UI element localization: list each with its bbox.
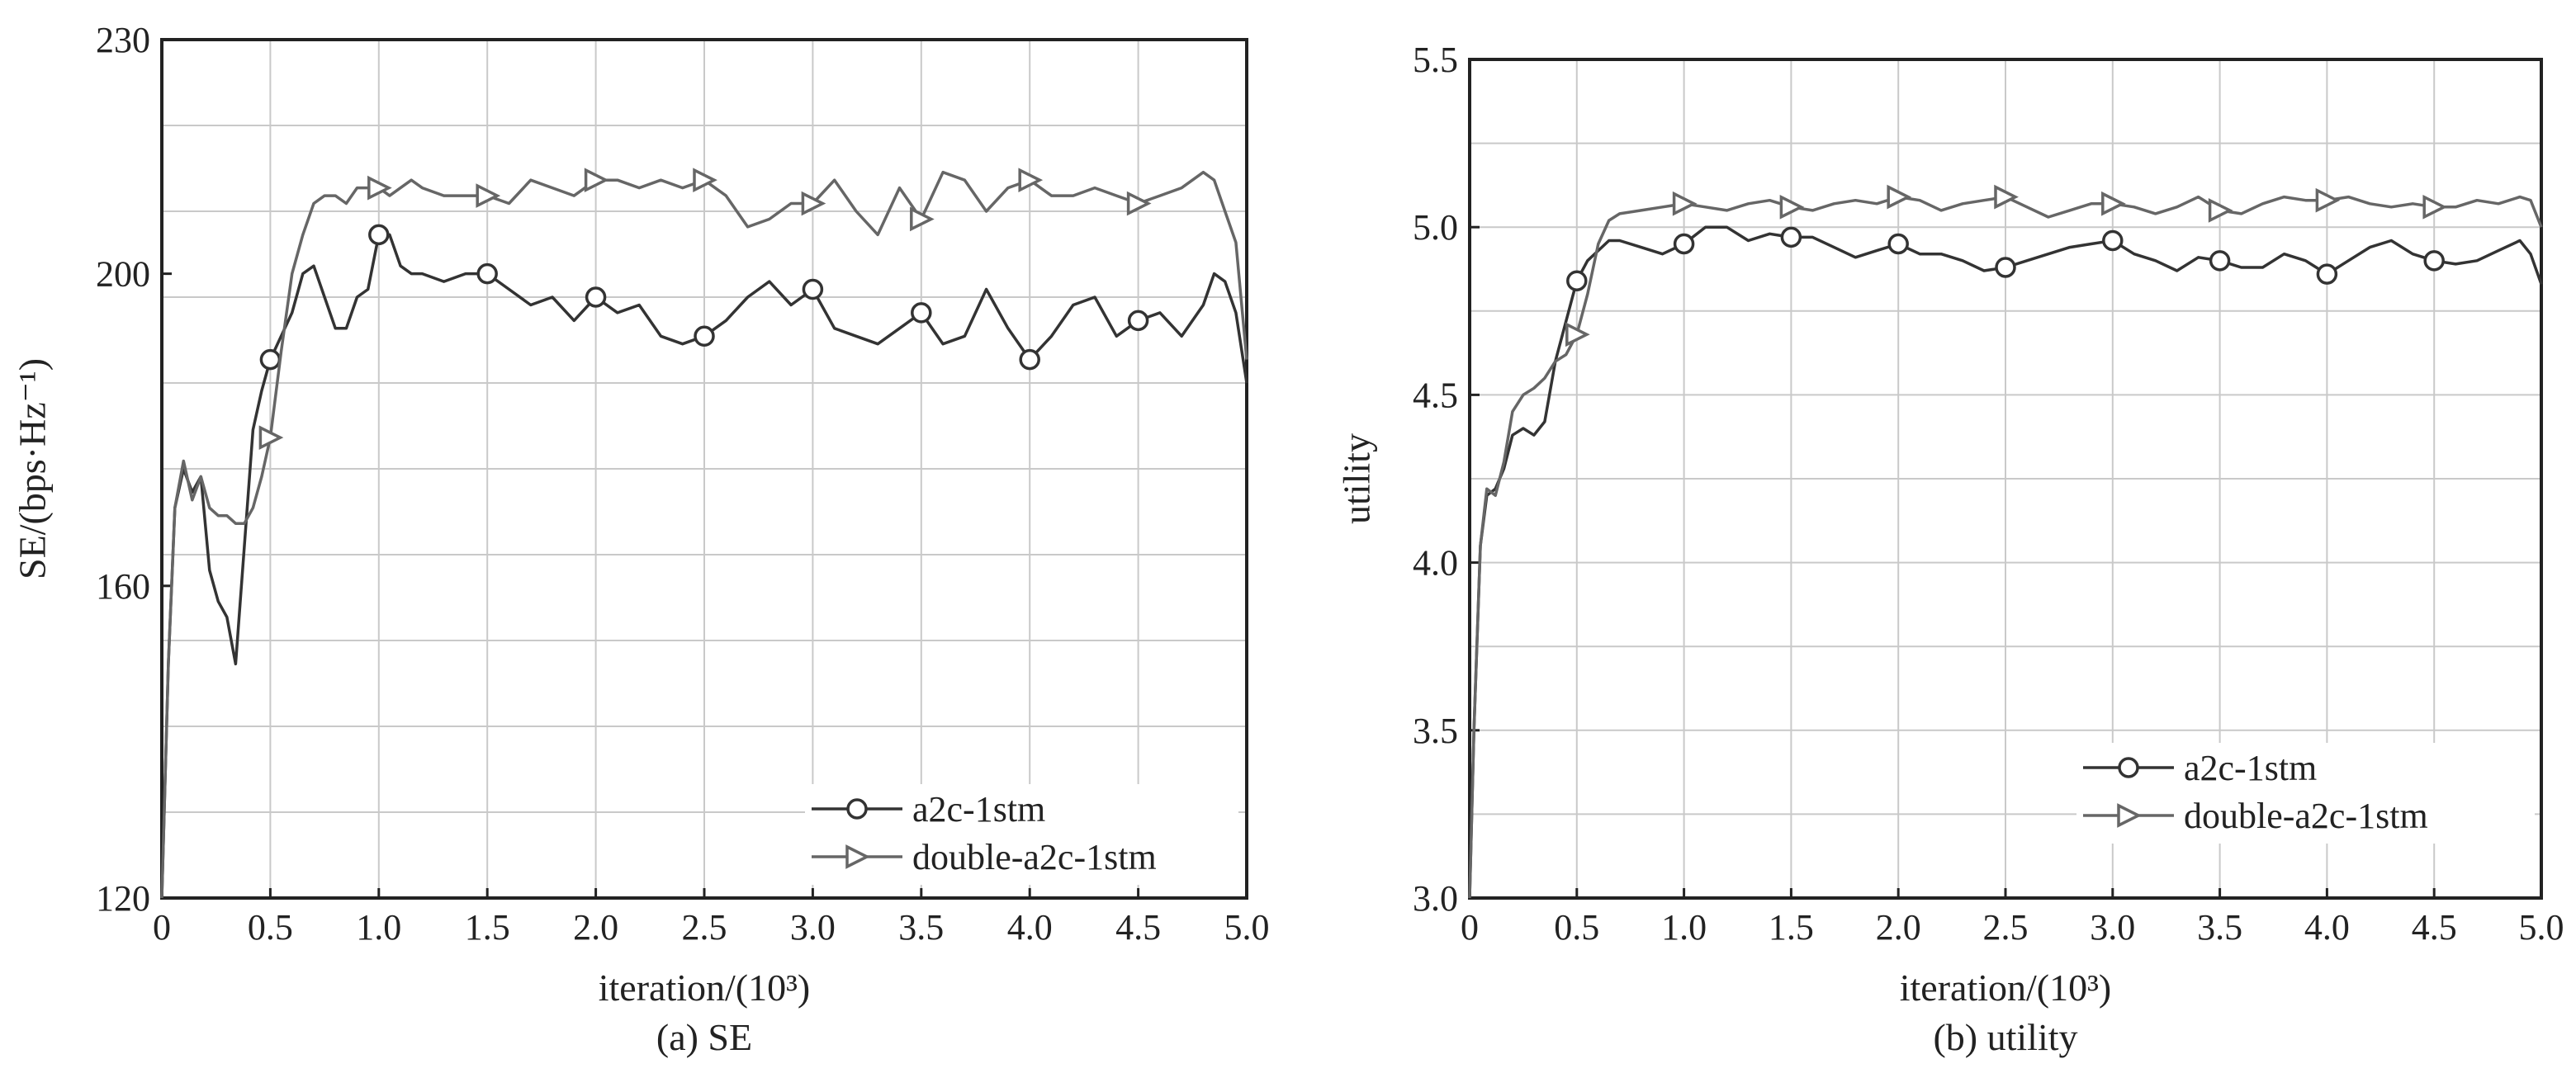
marker-circle (585, 286, 607, 308)
x-tick-label: 2.5 (682, 907, 727, 948)
marker-circle (1019, 348, 1040, 371)
x-tick-label: 2.5 (1983, 907, 2029, 948)
panel-caption: (a) SE (656, 1016, 752, 1058)
legend-label: a2c-1stm (2184, 748, 2317, 788)
x-tick-label: 5.0 (2519, 907, 2564, 948)
marker-triangle (476, 183, 501, 208)
series-double-a2c-1stm (160, 168, 1248, 899)
marker-triangle (2117, 803, 2142, 828)
x-tick-label: 4.0 (2304, 907, 2350, 948)
x-axis-title: iteration/(10³) (599, 967, 810, 1009)
x-tick-label: 2.0 (1876, 907, 1921, 948)
marker-triangle (367, 175, 392, 201)
y-tick-label: 3.5 (1413, 711, 1458, 751)
x-tick-label: 4.5 (1115, 907, 1161, 948)
marker-circle (802, 278, 824, 300)
marker-circle (1995, 257, 2016, 278)
chart-panel-se: 0 0.5 1.0 1.5 2.0 2.5 3.0 3.5 4.0 4.5 5.0 120 160 200… (12, 20, 1270, 1058)
marker-triangle (1779, 194, 1805, 220)
marker-triangle (693, 168, 717, 193)
legend-box (805, 784, 1238, 885)
marker-triangle (584, 168, 609, 193)
legend-label: double-a2c-1stm (912, 837, 1157, 877)
marker-triangle (2422, 194, 2448, 220)
y-axis-title: utility (1336, 433, 1378, 524)
x-axis-title: iteration/(10³) (1900, 967, 2111, 1009)
marker-triangle (1887, 184, 1912, 210)
y-tick-label: 4.0 (1413, 543, 1458, 584)
marker-triangle (1672, 191, 1698, 216)
marker-triangle (258, 425, 284, 451)
y-tick-label: 200 (96, 254, 150, 295)
x-tick-label: 4.0 (1007, 907, 1053, 948)
legend: a2c-1stm double-a2c-1stm (2076, 743, 2535, 844)
x-tick-label: 4.5 (2412, 907, 2457, 948)
series-double-a2c-1stm (1468, 184, 2543, 899)
marker-circle (911, 302, 932, 324)
marker-circle (846, 798, 868, 820)
x-tick-label: 0.5 (1554, 907, 1599, 948)
series-line (1468, 195, 2543, 899)
series-line (160, 233, 1248, 899)
marker-circle (1887, 233, 1909, 255)
marker-circle (1780, 226, 1802, 248)
marker-circle (2118, 757, 2139, 778)
x-tick-label: 1.0 (1661, 907, 1707, 948)
grid (162, 40, 1247, 898)
x-tick-label: 0 (153, 907, 171, 948)
marker-triangle (1994, 184, 2019, 210)
y-axis-title: SE/(bps·Hz⁻¹) (12, 358, 54, 579)
marker-circle (1127, 310, 1149, 332)
marker-circle (368, 224, 390, 246)
y-tick-label: 3.0 (1413, 878, 1458, 919)
series-a2c-1stm (160, 224, 1248, 899)
y-tick-label: 230 (96, 20, 150, 60)
y-tick-label: 120 (96, 878, 150, 919)
x-tick-label: 1.5 (1769, 907, 1814, 948)
marker-circle (476, 262, 498, 285)
x-tick-label: 1.0 (356, 907, 401, 948)
x-tick-label: 5.0 (1224, 907, 1270, 948)
x-tick-label: 3.0 (790, 907, 836, 948)
y-tick-label: 4.5 (1413, 375, 1458, 415)
marker-triangle (845, 844, 870, 869)
x-tick-label: 0 (1461, 907, 1479, 948)
y-tick-label: 5.5 (1413, 40, 1458, 80)
marker-circle (259, 348, 282, 371)
marker-triangle (2315, 187, 2341, 213)
y-tick-label: 160 (96, 566, 150, 607)
marker-circle (694, 325, 715, 347)
panel-caption: (b) utility (1933, 1016, 2077, 1058)
x-tick-label: 3.0 (2090, 907, 2135, 948)
x-tick-label: 0.5 (248, 907, 293, 948)
marker-triangle (2101, 191, 2126, 216)
marker-circle (1673, 233, 1695, 255)
marker-circle (2102, 229, 2124, 252)
legend: a2c-1stm double-a2c-1stm (805, 784, 1238, 885)
legend-box (2076, 743, 2535, 844)
legend-label: double-a2c-1stm (2184, 796, 2428, 836)
y-tick-label: 5.0 (1413, 207, 1458, 248)
legend-label: a2c-1stm (912, 789, 1045, 830)
marker-circle (1566, 270, 1588, 291)
chart-panel-utility: 0 0.5 1.0 1.5 2.0 2.5 3.0 3.5 4.0 4.5 5.0 3.0 3.5 4.0… (1336, 40, 2564, 1058)
marker-triangle (910, 206, 935, 232)
marker-triangle (1126, 191, 1152, 216)
marker-circle (2209, 250, 2231, 272)
x-tick-label: 3.5 (2197, 907, 2242, 948)
x-tick-label: 1.5 (465, 907, 510, 948)
marker-circle (2316, 263, 2338, 285)
marker-triangle (1565, 322, 1590, 347)
x-tick-label: 3.5 (898, 907, 944, 948)
marker-triangle (2208, 198, 2233, 223)
x-tick-label: 2.0 (573, 907, 618, 948)
marker-triangle (801, 191, 826, 216)
series-line (160, 170, 1248, 899)
marker-triangle (1018, 168, 1044, 193)
marker-circle (2423, 250, 2445, 272)
